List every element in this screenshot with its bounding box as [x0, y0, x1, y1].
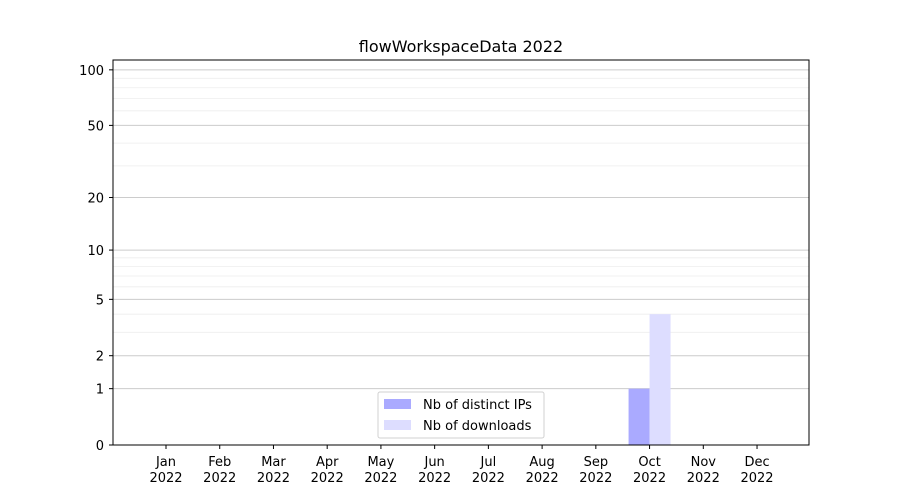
x-tick-label: Jul [480, 455, 497, 470]
bar-downloads [649, 314, 671, 445]
x-tick-label: 2022 [740, 471, 773, 486]
x-tick-label: 2022 [526, 471, 559, 486]
plot-frame [112, 59, 810, 446]
y-tick-label: 1 [96, 383, 104, 398]
legend: Nb of distinct IPs Nb of downloads [377, 391, 545, 439]
legend-label: Nb of downloads [423, 419, 532, 434]
x-tick-label: 2022 [472, 471, 505, 486]
x-tick-label: Nov [691, 455, 717, 470]
y-tick-label: 10 [87, 244, 104, 259]
y-tick-label: 2 [96, 350, 104, 365]
x-tick-label: Mar [261, 455, 286, 470]
y-tick-label: 0 [96, 439, 104, 454]
x-tick-label: Feb [208, 455, 231, 470]
legend-swatch [384, 420, 411, 430]
legend-box [377, 391, 545, 439]
x-tick-label: Oct [638, 455, 660, 470]
x-tick-label: 2022 [364, 471, 397, 486]
x-tick-label: 2022 [687, 471, 720, 486]
x-tick-label: Apr [316, 455, 339, 470]
x-tick-label: 2022 [257, 471, 290, 486]
x-tick-label: Sep [584, 455, 609, 470]
y-tick-label: 100 [79, 64, 104, 79]
legend-label: Nb of distinct IPs [423, 398, 532, 413]
x-tick-label: 2022 [633, 471, 666, 486]
y-tick-label: 20 [87, 192, 104, 207]
x-tick-label: 2022 [149, 471, 182, 486]
x-tick-label: 2022 [311, 471, 344, 486]
x-tick-label: Jan [155, 455, 176, 470]
x-tick-label: Aug [529, 455, 554, 470]
x-tick-label: May [367, 455, 394, 470]
x-tick-label: Dec [744, 455, 769, 470]
x-tick-label: 2022 [418, 471, 451, 486]
y-tick-label: 5 [96, 293, 104, 308]
chart-title: flowWorkspaceData 2022 [359, 37, 563, 56]
y-tick-label: 50 [87, 119, 104, 134]
bar-distinct-ips [628, 388, 650, 445]
x-tick-label: 2022 [579, 471, 612, 486]
legend-swatch [384, 399, 411, 409]
x-tick-label: Jun [423, 455, 444, 470]
x-tick-label: 2022 [203, 471, 236, 486]
